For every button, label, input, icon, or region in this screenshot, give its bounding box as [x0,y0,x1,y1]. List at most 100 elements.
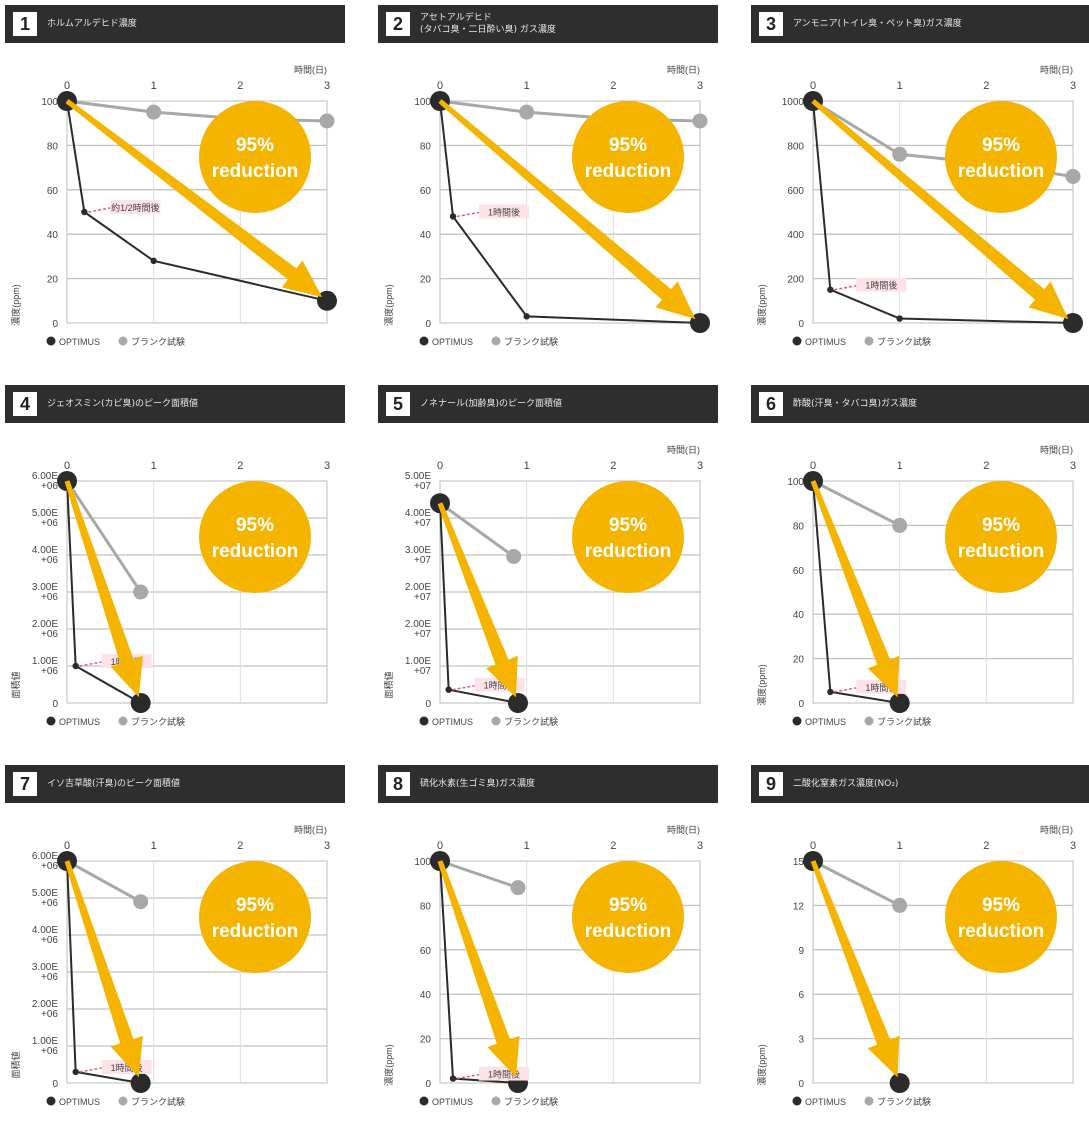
badge-percent: 95% [236,895,274,916]
x-tick-label: 1 [151,80,157,92]
legend-blank-label: ブランク試験 [877,716,931,727]
y-tick-label: 0 [52,319,58,330]
series-blank-point [519,104,535,120]
badge-label: reduction [585,921,672,942]
y-tick-label: 80 [420,141,432,152]
panel-number: 1 [13,12,37,36]
badge-percent: 95% [236,515,274,536]
legend-blank-swatch [491,336,501,346]
panel-header: 6 酢酸(汗臭・タバコ臭)ガス濃度 [751,385,1089,423]
annotation-label: 1時間後 [111,1062,143,1073]
chart-title: ジェオスミン(カビ臭)のピーク面積値 [47,399,199,409]
x-axis-label: 時間(日) [667,445,700,455]
x-tick-label: 2 [610,80,616,92]
series-optimus-point [803,851,823,871]
y-tick-label: 100 [414,97,431,108]
series-blank-line [812,859,901,907]
x-tick-label: 2 [610,840,616,852]
legend-blank-swatch [118,1096,128,1106]
y-axis-label: 面積値 [10,1051,21,1078]
chart-panel-1: 1 ホルムアルデヒド濃度 100 80 60 40 20 0 0 1 2 3 時間(日) 濃度(ppm) 約… [5,5,345,365]
panel-header: 7 イソ吉草酸(汗臭)のピーク面積値 [5,765,345,803]
y-tick-label: 100 [414,857,431,868]
reduction-badge [945,101,1057,213]
annotation-leader [456,211,480,218]
y-tick-label: 4.00E +06 [32,545,59,566]
y-tick-label: 4.00E +07 [405,508,432,529]
legend-blank-label: ブランク試験 [877,336,931,347]
annotation-label: 1時間後 [865,682,897,693]
y-axis-label: 濃度(ppm) [756,664,767,706]
x-tick-label: 3 [324,840,330,852]
chart-panel-9: 9 二酸化窒素ガス濃度(NO₂) 15 12 9 6 3 0 0 1 2 3 時間(日) 濃度(ppm) 9… [751,765,1089,1125]
y-tick-label: 200 [787,275,804,286]
reduction-badge [199,861,311,973]
legend-optimus-swatch [792,1096,802,1106]
y-tick-label: 2.00E +07 [405,619,432,640]
series-blank-line [812,479,901,527]
y-tick-label: 40 [793,610,805,621]
badge-percent: 95% [609,515,647,536]
x-tick-label: 1 [151,460,157,472]
y-axis-label: 面積値 [10,671,21,698]
series-blank-line [439,501,515,558]
y-tick-label: 3.00E +07 [405,545,432,566]
series-optimus-point [449,213,457,220]
badge-label: reduction [212,161,299,182]
legend-optimus-swatch [792,336,802,346]
x-tick-label: 0 [810,840,816,852]
legend-blank-label: ブランク試験 [131,1096,185,1107]
y-tick-label: 6.00E +06 [32,471,59,492]
chart-panel-4: 4 ジェオスミン(カビ臭)のピーク面積値 6.00E +06 5.00E +06 4.00E… [5,385,345,745]
y-tick-label: 80 [47,141,59,152]
annotation-bg [856,277,907,292]
y-tick-label: 100 [41,97,58,108]
x-axis-label: 時間(日) [1040,445,1073,455]
panel-header: 9 二酸化窒素ガス濃度(NO₂) [751,765,1089,803]
y-axis-label: 面積値 [383,671,394,698]
y-axis-label: 濃度(ppm) [756,284,767,326]
x-tick-label: 3 [697,840,703,852]
y-tick-label: 1.00E +06 [32,1036,59,1057]
y-tick-label: 0 [798,1079,804,1090]
reduction-arrow [64,480,143,698]
y-tick-label: 5.00E +06 [32,888,59,909]
reduction-arrow [64,860,143,1078]
x-tick-label: 0 [810,80,816,92]
chart-panel-3: 3 アンモニア(トイレ臭・ペット臭)ガス濃度 1000 800 600 400 200 0 0 1… [751,5,1089,365]
legend-optimus-swatch [46,716,56,726]
annotation-leader [456,1073,480,1080]
y-tick-label: 20 [793,655,805,666]
legend-optimus-swatch [419,336,429,346]
y-tick-label: 0 [425,699,431,710]
legend-optimus-label: OPTIMUS [805,1097,846,1107]
x-tick-label: 1 [524,460,530,472]
y-tick-label: 80 [793,521,805,532]
y-tick-label: 20 [47,275,59,286]
series-optimus-point [72,1068,79,1076]
series-optimus-point [889,693,910,713]
legend-blank-swatch [864,1096,874,1106]
chart-panel-5: 5 ノネナール(加齢臭)のピーク面積値 5.00E +07 4.00E +07 3.00E +… [378,385,718,745]
annotation-leader [79,661,102,667]
panel-number: 6 [759,392,783,416]
x-tick-label: 0 [437,460,443,472]
series-optimus-line [812,100,1074,324]
chart-title: ノネナール(加齢臭)のピーク面積値 [420,399,563,409]
badge-label: reduction [585,161,672,182]
y-tick-label: 3.00E +06 [32,582,59,603]
badge-label: reduction [212,921,299,942]
chart-svg: 6.00E +06 5.00E +06 4.00E +06 3.00E +06 2.00E +06… [10,460,330,727]
series-blank-line [439,859,519,890]
x-tick-label: 0 [64,80,70,92]
series-optimus-point [72,662,79,670]
badge-percent: 95% [236,135,274,156]
chart-title: アセトアルデヒド (タバコ臭・二日酔い臭) ガス濃度 [420,13,556,35]
series-blank-point [510,880,526,896]
series-optimus-point [827,286,834,293]
panel-number: 5 [386,392,410,416]
x-tick-label: 2 [237,840,243,852]
series-blank-point [133,584,149,600]
y-tick-label: 0 [798,319,804,330]
